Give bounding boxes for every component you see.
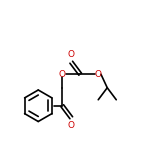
Text: O: O [95,70,102,79]
Text: O: O [67,50,74,59]
Text: O: O [68,122,75,130]
Text: O: O [59,70,66,79]
